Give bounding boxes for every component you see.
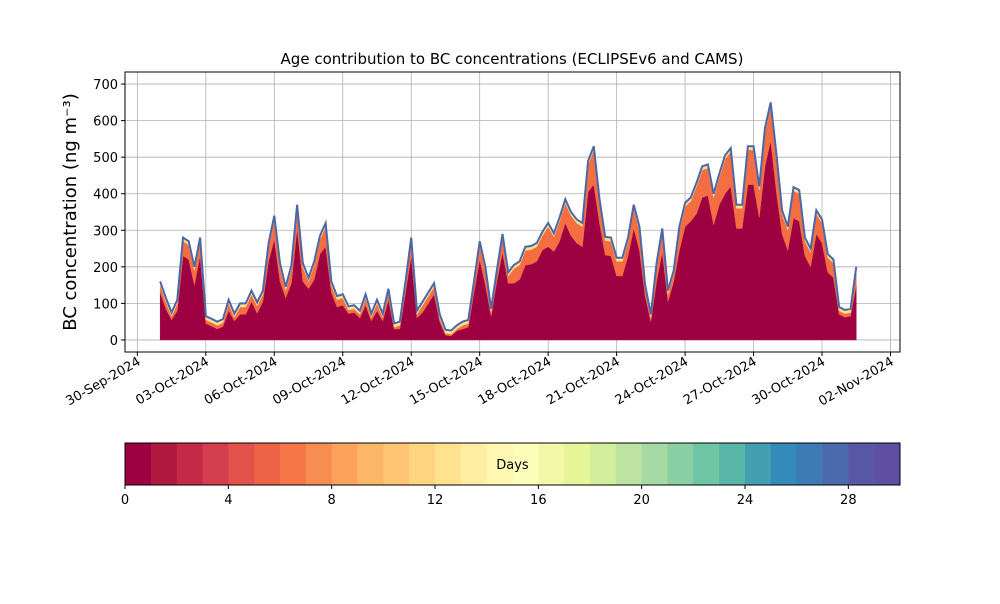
x-tick-label: 12-Oct-2024 — [339, 354, 417, 408]
colorbar-cell — [615, 443, 643, 485]
colorbar-label: Days — [496, 458, 529, 473]
colorbar-cell — [693, 443, 720, 485]
colorbar-cell — [435, 443, 462, 485]
x-tick-label: 02-Nov-2024 — [816, 354, 896, 409]
y-axis-label: BC concentration (ng m⁻³) — [60, 93, 81, 331]
colorbar-cell — [822, 443, 849, 485]
x-tick-label: 24-Oct-2024 — [613, 354, 691, 408]
colorbar-cell — [460, 443, 488, 485]
colorbar-cell — [770, 443, 798, 485]
colorbar-cell — [796, 443, 823, 485]
colorbar-tick-label: 16 — [530, 493, 547, 508]
colorbar-cell — [590, 443, 617, 485]
chart-title: Age contribution to BC concentrations (E… — [281, 50, 744, 68]
y-tick-label: 400 — [93, 188, 118, 203]
colorbar-cell — [512, 443, 539, 485]
colorbar-tick-label: 24 — [737, 493, 754, 508]
y-tick-label: 600 — [93, 115, 118, 130]
colorbar-cell — [357, 443, 384, 485]
x-tick-label: 03-Oct-2024 — [133, 354, 211, 408]
colorbar-frame — [124, 442, 901, 486]
plot-area — [159, 102, 858, 341]
y-tick-label: 500 — [93, 151, 118, 166]
colorbar-cell — [719, 443, 746, 485]
colorbar-cell — [874, 443, 901, 485]
colorbar-cell — [538, 443, 565, 485]
x-tick-label: 18-Oct-2024 — [476, 354, 554, 408]
y-tick-label: 200 — [93, 261, 118, 276]
x-tick-label: 06-Oct-2024 — [202, 354, 280, 408]
colorbar-cell — [848, 443, 875, 485]
y-tick-label: 700 — [93, 78, 118, 93]
colorbar-tick-label: 28 — [840, 493, 857, 508]
colorbar-cell — [125, 443, 152, 485]
colorbar-tick-label: 4 — [224, 493, 232, 508]
colorbar-cell — [331, 443, 358, 485]
colorbar-cell — [305, 443, 333, 485]
colorbar-tick-label: 0 — [121, 493, 129, 508]
colorbar-cell — [202, 443, 229, 485]
y-tick-label: 0 — [110, 334, 118, 349]
colorbar-cell — [383, 443, 410, 485]
x-tick-label: 30-Sep-2024 — [64, 354, 144, 409]
x-tick-label: 15-Oct-2024 — [407, 354, 485, 408]
colorbar-tick-label: 20 — [633, 493, 650, 508]
colorbar-tick-label: 8 — [328, 493, 336, 508]
colorbar-cell — [176, 443, 203, 485]
colorbar-cell — [745, 443, 772, 485]
colorbar-cell — [486, 443, 513, 485]
plot-frame — [124, 71, 901, 353]
colorbar-cell — [254, 443, 281, 485]
colorbar-cell — [641, 443, 668, 485]
x-tick-label: 21-Oct-2024 — [544, 354, 622, 408]
y-tick-label: 100 — [93, 297, 118, 312]
x-tick-label: 09-Oct-2024 — [270, 354, 348, 408]
colorbar-cell — [280, 443, 307, 485]
top-outline — [159, 102, 858, 332]
colorbar-cell — [564, 443, 591, 485]
colorbar-tick-label: 12 — [427, 493, 444, 508]
colorbar-cell — [667, 443, 694, 485]
colorbar-cell — [228, 443, 255, 485]
x-tick-label: 27-Oct-2024 — [681, 354, 759, 408]
y-tick-label: 300 — [93, 224, 118, 239]
x-tick-label: 30-Oct-2024 — [750, 354, 828, 408]
colorbar-cell — [409, 443, 436, 485]
colorbar-cell — [150, 443, 178, 485]
